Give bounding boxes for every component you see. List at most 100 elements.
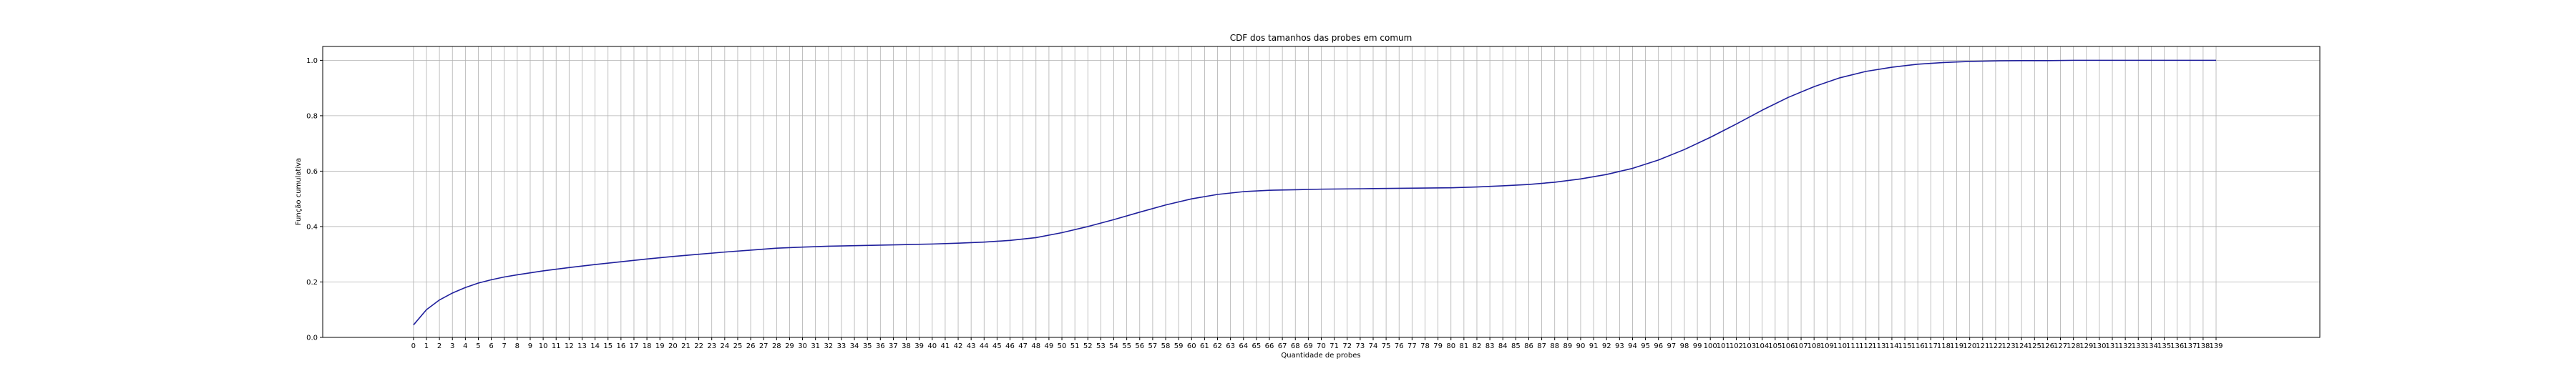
x-tick-label: 86 xyxy=(1524,342,1533,350)
x-tick-label: 1 xyxy=(424,342,429,350)
x-tick-label: 116 xyxy=(1911,342,1925,350)
x-tick-label: 72 xyxy=(1342,342,1352,350)
x-tick-label: 21 xyxy=(681,342,691,350)
x-tick-label: 102 xyxy=(1729,342,1743,350)
chart-title: CDF dos tamanhos das probes em comum xyxy=(1230,33,1413,43)
x-tick-label: 114 xyxy=(1885,342,1898,350)
x-tick-label: 37 xyxy=(889,342,898,350)
x-tick-label: 122 xyxy=(1989,342,2002,350)
x-tick-label: 66 xyxy=(1265,342,1274,350)
x-tick-label: 32 xyxy=(824,342,833,350)
x-tick-label: 91 xyxy=(1589,342,1599,350)
x-tick-label: 84 xyxy=(1498,342,1508,350)
x-tick-label: 55 xyxy=(1122,342,1131,350)
y-tick-label: 0.6 xyxy=(306,168,318,176)
x-tick-label: 3 xyxy=(450,342,454,350)
x-tick-label: 101 xyxy=(1717,342,1730,350)
x-tick-label: 98 xyxy=(1680,342,1689,350)
x-tick-label: 26 xyxy=(746,342,756,350)
x-tick-label: 129 xyxy=(2079,342,2093,350)
x-tick-label: 93 xyxy=(1615,342,1624,350)
x-tick-label: 112 xyxy=(1859,342,1873,350)
x-tick-label: 75 xyxy=(1382,342,1391,350)
x-tick-label: 85 xyxy=(1511,342,1521,350)
x-tick-label: 35 xyxy=(863,342,872,350)
x-tick-label: 7 xyxy=(502,342,507,350)
x-tick-label: 65 xyxy=(1252,342,1262,350)
x-tick-label: 78 xyxy=(1420,342,1430,350)
x-tick-label: 24 xyxy=(720,342,729,350)
x-tick-label: 103 xyxy=(1742,342,1756,350)
y-tick-label: 1.0 xyxy=(306,57,318,65)
x-tick-label: 139 xyxy=(2209,342,2223,350)
x-tick-label: 135 xyxy=(2157,342,2171,350)
x-tick-label: 51 xyxy=(1070,342,1080,350)
x-tick-label: 68 xyxy=(1291,342,1300,350)
x-tick-label: 69 xyxy=(1304,342,1313,350)
x-tick-label: 45 xyxy=(992,342,1002,350)
x-tick-label: 105 xyxy=(1768,342,1782,350)
x-tick-label: 137 xyxy=(2183,342,2197,350)
x-tick-label: 27 xyxy=(759,342,769,350)
x-tick-label: 8 xyxy=(515,342,519,350)
x-tick-label: 110 xyxy=(1833,342,1847,350)
x-axis: 0 1 2 3 4 5 6 7 8 9 10 11 12 13 14 15 16 17 18 19 20 21 22 23 24… xyxy=(411,337,2223,350)
x-tick-label: 6 xyxy=(489,342,493,350)
x-tick-label: 95 xyxy=(1641,342,1650,350)
x-tick-label: 119 xyxy=(1950,342,1963,350)
x-tick-label: 117 xyxy=(1924,342,1938,350)
x-tick-label: 136 xyxy=(2170,342,2184,350)
x-tick-label: 42 xyxy=(954,342,963,350)
x-tick-label: 48 xyxy=(1031,342,1040,350)
x-tick-label: 73 xyxy=(1356,342,1365,350)
x-tick-label: 104 xyxy=(1755,342,1769,350)
x-tick-label: 127 xyxy=(2054,342,2067,350)
x-tick-label: 9 xyxy=(528,342,532,350)
x-tick-label: 25 xyxy=(733,342,743,350)
series xyxy=(413,59,2217,326)
y-axis: 0.0 0.2 0.4 0.6 0.8 1.0 xyxy=(306,57,323,342)
x-tick-label: 54 xyxy=(1109,342,1118,350)
x-tick-label: 90 xyxy=(1576,342,1586,350)
x-tick-label: 92 xyxy=(1602,342,1611,350)
x-tick-label: 79 xyxy=(1433,342,1443,350)
x-tick-label: 11 xyxy=(552,342,561,350)
x-tick-label: 28 xyxy=(772,342,781,350)
x-tick-label: 46 xyxy=(1005,342,1015,350)
x-tick-label: 71 xyxy=(1330,342,1339,350)
x-tick-label: 49 xyxy=(1045,342,1054,350)
x-tick-label: 131 xyxy=(2105,342,2119,350)
y-tick-label: 0.4 xyxy=(306,223,318,231)
x-tick-label: 88 xyxy=(1550,342,1559,350)
x-tick-label: 57 xyxy=(1148,342,1158,350)
x-tick-label: 29 xyxy=(785,342,794,350)
y-tick-label: 0.0 xyxy=(306,335,318,342)
x-tick-label: 124 xyxy=(2015,342,2029,350)
x-tick-label: 18 xyxy=(643,342,652,350)
x-tick-label: 128 xyxy=(2067,342,2080,350)
x-tick-label: 40 xyxy=(927,342,937,350)
x-tick-label: 130 xyxy=(2092,342,2106,350)
x-axis-label: Quantidade de probes xyxy=(1281,352,1360,360)
x-tick-label: 34 xyxy=(850,342,859,350)
x-tick-label: 106 xyxy=(1781,342,1795,350)
y-axis-label: Função cumulativa xyxy=(295,158,303,225)
x-tick-label: 19 xyxy=(655,342,665,350)
x-tick-label: 38 xyxy=(902,342,911,350)
x-tick-label: 5 xyxy=(476,342,480,350)
x-tick-label: 133 xyxy=(2132,342,2145,350)
x-tick-label: 30 xyxy=(798,342,807,350)
x-tick-label: 138 xyxy=(2196,342,2210,350)
x-tick-label: 115 xyxy=(1898,342,1912,350)
x-tick-label: 22 xyxy=(694,342,703,350)
x-tick-label: 96 xyxy=(1654,342,1663,350)
x-tick-label: 87 xyxy=(1537,342,1546,350)
x-tick-label: 113 xyxy=(1872,342,1885,350)
x-tick-label: 2 xyxy=(437,342,441,350)
x-tick-label: 23 xyxy=(707,342,716,350)
x-tick-label: 39 xyxy=(914,342,924,350)
x-tick-label: 82 xyxy=(1473,342,1482,350)
x-tick-label: 67 xyxy=(1278,342,1287,350)
x-tick-label: 107 xyxy=(1795,342,1808,350)
